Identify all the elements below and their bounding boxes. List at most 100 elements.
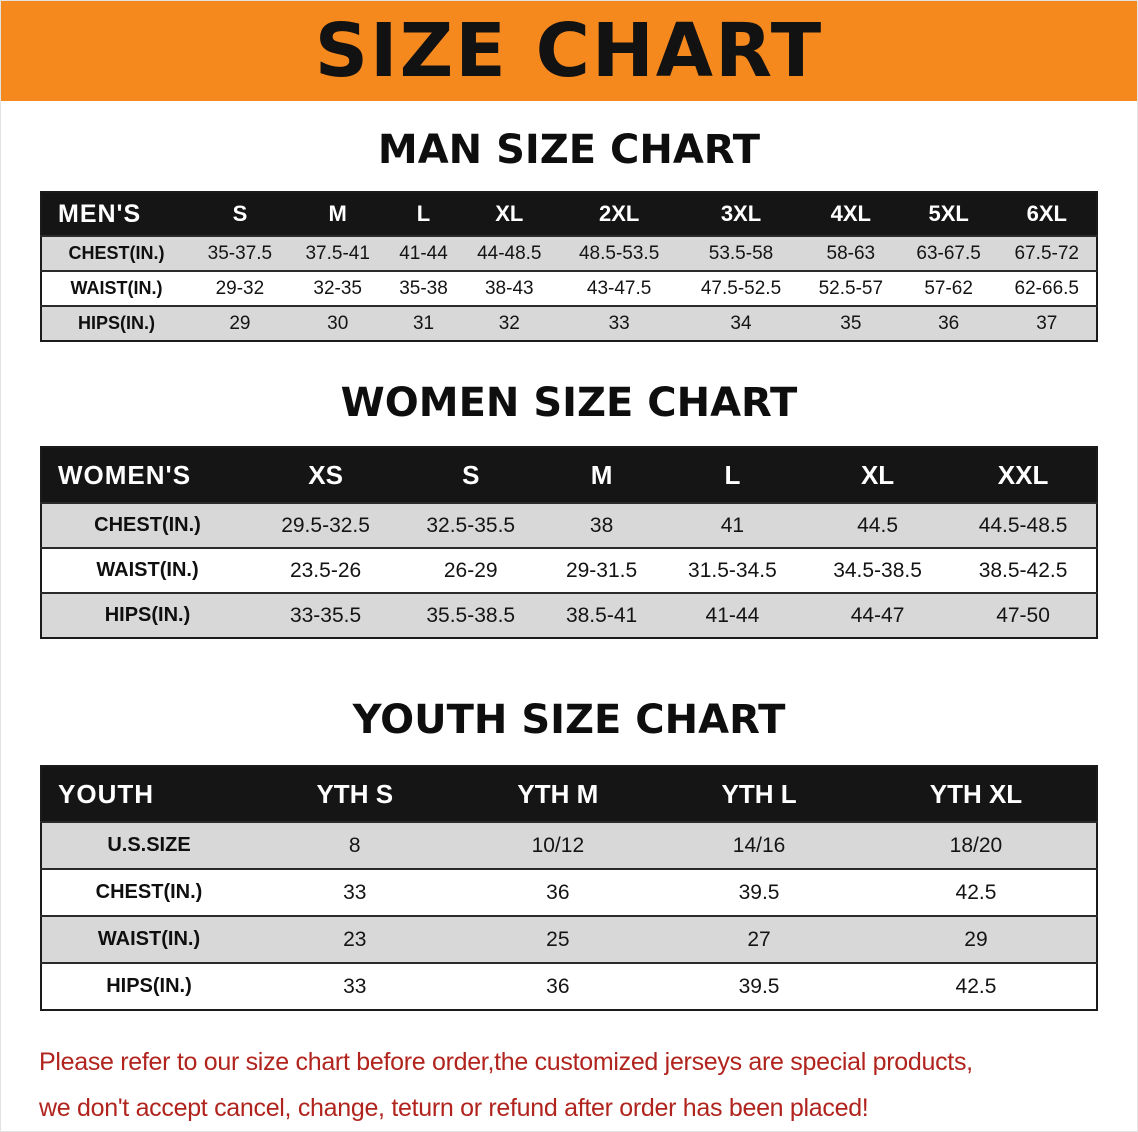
value-cell: 29-32 (215, 277, 265, 299)
youth-size-section: YOUTH SIZE CHART YOUTH YTH S YTH M YTH L YTH… (1, 697, 1137, 1011)
value-cell: 29 (229, 312, 251, 334)
disclaimer-line-2: we don't accept cancel, change, teturn o… (39, 1094, 869, 1122)
table-title-cell: YOUTH (41, 766, 256, 822)
size-column-header: L (659, 447, 805, 503)
size-column-header: 4XL (801, 192, 900, 236)
row-label-cell: CHEST(IN.) (68, 243, 165, 263)
value-cell: 23 (343, 927, 367, 951)
size-column-header: M (288, 192, 387, 236)
value-cell: 47-50 (996, 603, 1050, 627)
women-size-section: WOMEN SIZE CHART WOMEN'S XS S M L XL XXL CHEST(… (1, 380, 1137, 639)
size-column-header: YTH L (662, 766, 856, 822)
value-cell: 10/12 (531, 833, 585, 857)
size-column-header: 6XL (997, 192, 1097, 236)
footer-disclaimer: Please refer to our size chart before or… (39, 1039, 1137, 1131)
table-header-row: YOUTH YTH S YTH M YTH L YTH XL (41, 766, 1097, 822)
value-cell: 29.5-32.5 (281, 513, 370, 537)
table-header-row: MEN'S S M L XL 2XL 3XL 4XL 5XL 6XL (41, 192, 1097, 236)
row-label-cell: CHEST(IN.) (94, 514, 201, 536)
table-header-row: WOMEN'S XS S M L XL XXL (41, 447, 1097, 503)
size-column-header: XL (804, 447, 951, 503)
row-label-cell: HIPS(IN.) (104, 604, 191, 626)
value-cell: 33 (608, 312, 630, 334)
row-label-cell: WAIST(IN.) (70, 278, 163, 298)
size-column-header: YTH S (256, 766, 454, 822)
value-cell: 35-38 (399, 277, 448, 299)
table-title-cell: MEN'S (41, 192, 191, 236)
measurement-row: WAIST(IN.) 23 25 27 29 (41, 916, 1097, 963)
value-cell: 53.5-58 (708, 242, 774, 264)
row-label-cell: WAIST(IN.) (96, 559, 199, 581)
value-cell: 42.5 (955, 974, 997, 998)
value-cell: 42.5 (955, 880, 997, 904)
value-cell: 57-62 (924, 277, 973, 299)
value-cell: 33 (343, 880, 367, 904)
page-title: SIZE CHART (314, 8, 824, 94)
value-cell: 41-44 (399, 242, 448, 264)
men-section-heading: MAN SIZE CHART (377, 127, 761, 173)
value-cell: 67.5-72 (1014, 242, 1079, 264)
value-cell: 31.5-34.5 (688, 558, 777, 582)
size-column-header: XL (460, 192, 559, 236)
measurement-row: U.S.SIZE 8 10/12 14/16 18/20 (41, 822, 1097, 869)
value-cell: 33-35.5 (289, 603, 362, 627)
value-cell: 41 (720, 513, 745, 537)
value-cell: 35.5-38.5 (426, 603, 516, 627)
value-cell: 37.5-41 (305, 242, 370, 264)
women-size-table: WOMEN'S XS S M L XL XXL CHEST(IN.) 29.5-32.5 32.5… (40, 446, 1098, 639)
value-cell: 26-29 (443, 558, 498, 582)
value-cell: 44.5 (857, 513, 898, 537)
disclaimer-line-1: Please refer to our size chart before or… (39, 1048, 973, 1076)
value-cell: 29 (964, 927, 988, 951)
value-cell: 32.5-35.5 (426, 513, 516, 537)
measurement-row: HIPS(IN.) 33 36 39.5 42.5 (41, 963, 1097, 1010)
value-cell: 27 (747, 927, 771, 951)
measurement-row: CHEST(IN.) 33 36 39.5 42.5 (41, 869, 1097, 916)
row-label-cell: U.S.SIZE (107, 834, 191, 856)
value-cell: 32-35 (313, 277, 363, 299)
size-column-header: S (191, 192, 289, 236)
value-cell: 34 (730, 312, 752, 334)
value-cell: 48.5-53.5 (578, 242, 660, 264)
row-label-cell: HIPS(IN.) (106, 975, 192, 997)
measurement-row: HIPS(IN.) 33-35.5 35.5-38.5 38.5-41 41-44 44-… (41, 593, 1097, 638)
value-cell: 39.5 (738, 880, 780, 904)
value-cell: 37 (1036, 312, 1058, 334)
size-column-header: M (543, 447, 660, 503)
size-column-header: 5XL (899, 192, 998, 236)
size-column-header: 3XL (680, 192, 802, 236)
value-cell: 31 (412, 312, 435, 334)
value-cell: 33 (343, 974, 367, 998)
table-title-cell: WOMEN'S (41, 447, 253, 503)
measurement-row: HIPS(IN.) 29 30 31 32 33 34 35 36 37 (41, 306, 1097, 341)
measurement-row: CHEST(IN.) 29.5-32.5 32.5-35.5 38 41 44.5 44.5… (41, 503, 1097, 548)
value-cell: 38.5-42.5 (978, 558, 1068, 582)
value-cell: 62-66.5 (1014, 277, 1079, 299)
size-column-header: S (398, 447, 544, 503)
value-cell: 38.5-41 (565, 603, 638, 627)
measurement-row: WAIST(IN.) 23.5-26 26-29 29-31.5 31.5-34.5 34… (41, 548, 1097, 593)
value-cell: 47.5-52.5 (700, 277, 782, 299)
row-label-cell: HIPS(IN.) (77, 313, 155, 333)
size-column-header: 2XL (558, 192, 681, 236)
value-cell: 38-43 (484, 277, 534, 299)
men-size-table: MEN'S S M L XL 2XL 3XL 4XL 5XL 6XL CHEST(IN.) 35-37… (40, 191, 1098, 342)
size-column-header: XXL (950, 447, 1097, 503)
measurement-row: CHEST(IN.) 35-37.5 37.5-41 41-44 44-48.5 48.5… (41, 236, 1097, 271)
value-cell: 23.5-26 (289, 558, 362, 582)
value-cell: 25 (546, 927, 570, 951)
value-cell: 8 (348, 833, 361, 857)
size-column-header: L (386, 192, 461, 236)
value-cell: 29-31.5 (565, 558, 638, 582)
measurement-row: WAIST(IN.) 29-32 32-35 35-38 38-43 43-47.5 47.… (41, 271, 1097, 306)
value-cell: 52.5-57 (818, 277, 884, 299)
value-cell: 58-63 (826, 242, 876, 264)
row-label-cell: WAIST(IN.) (97, 928, 201, 950)
value-cell: 39.5 (738, 974, 780, 998)
size-column-header: XS (253, 447, 399, 503)
value-cell: 63-67.5 (916, 242, 981, 264)
value-cell: 41-44 (705, 603, 760, 627)
value-cell: 36 (546, 880, 570, 904)
value-cell: 36 (938, 312, 960, 334)
